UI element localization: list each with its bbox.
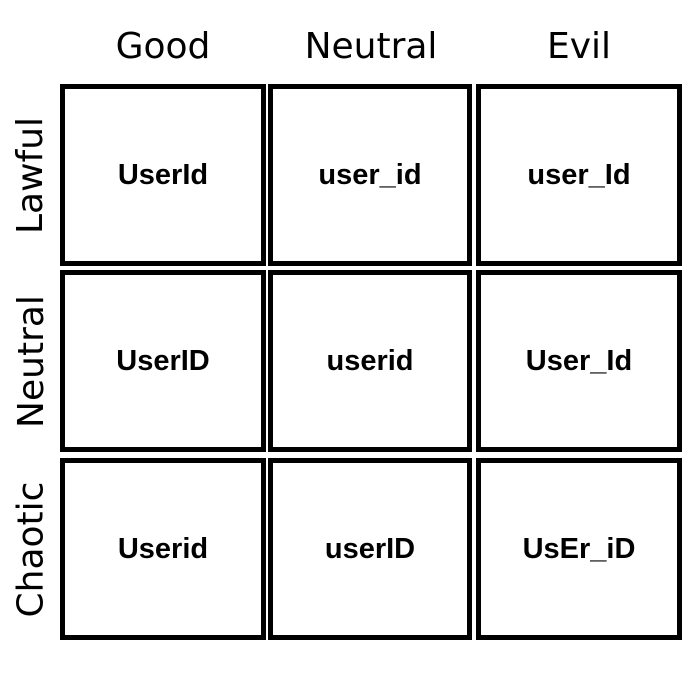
cell-neutral-evil: User_Id	[476, 270, 682, 452]
cell-label: user_Id	[527, 158, 631, 191]
cell-label: UsEr_iD	[522, 532, 636, 565]
column-header-evil: Evil	[546, 26, 612, 67]
cell-lawful-evil: user_Id	[476, 84, 682, 266]
column-header-neutral: Neutral	[304, 26, 438, 67]
row-header-chaotic-label: Chaotic	[10, 481, 52, 617]
cell-chaotic-evil: UsEr_iD	[476, 458, 682, 640]
column-header-good: Good	[115, 26, 211, 67]
cell-label: UserId	[117, 158, 209, 191]
cell-label: UserID	[116, 344, 210, 377]
row-header-lawful: Lawful	[8, 84, 54, 266]
row-header-chaotic: Chaotic	[8, 458, 54, 640]
cell-lawful-good: UserId	[60, 84, 266, 266]
cell-label: user_id	[318, 158, 422, 191]
cell-label: User_Id	[525, 344, 633, 377]
cell-label: userID	[324, 532, 416, 565]
row-header-neutral: Neutral	[8, 270, 54, 452]
cell-lawful-neutral: user_id	[268, 84, 472, 266]
cell-neutral-good: UserID	[60, 270, 266, 452]
row-header-neutral-label: Neutral	[10, 294, 52, 428]
row-header-lawful-label: Lawful	[10, 116, 52, 234]
cell-chaotic-neutral: userID	[268, 458, 472, 640]
cell-true-neutral: userid	[268, 270, 472, 452]
cell-chaotic-good: Userid	[60, 458, 266, 640]
cell-label: userid	[326, 344, 414, 377]
cell-label: Userid	[117, 532, 209, 565]
